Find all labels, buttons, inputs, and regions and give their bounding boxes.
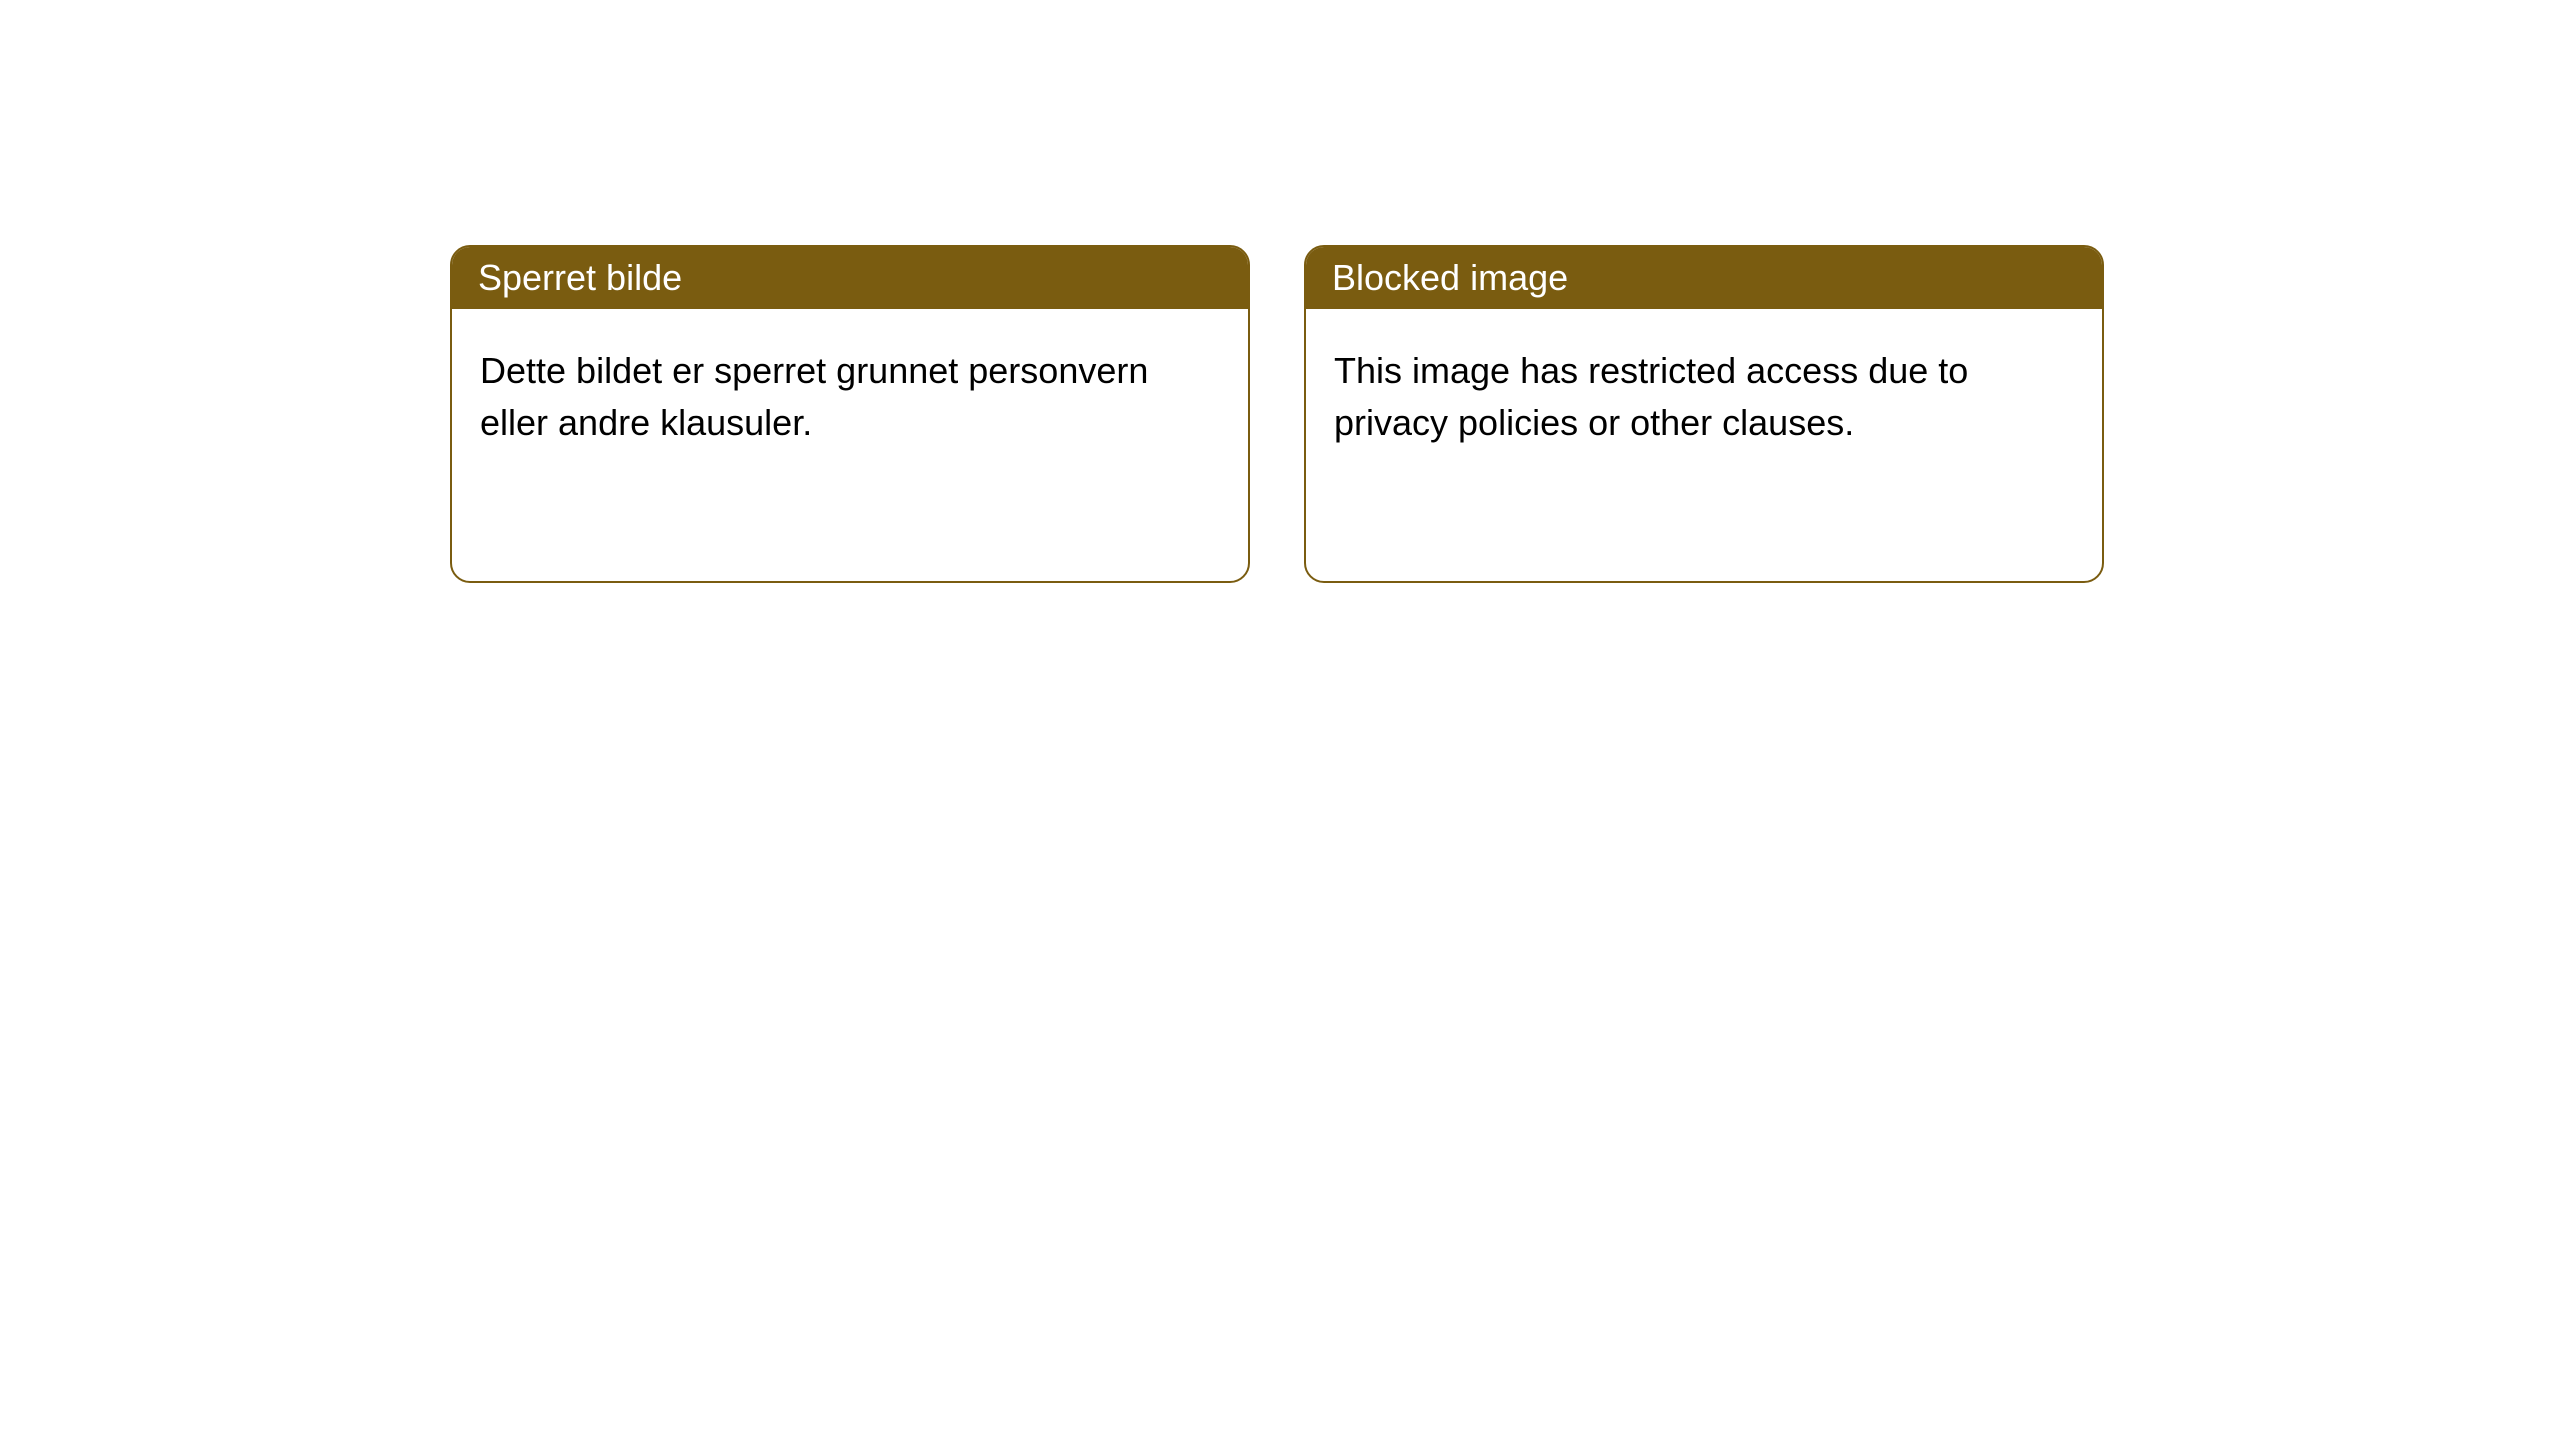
card-title: Blocked image: [1332, 257, 1568, 298]
blocked-image-card-en: Blocked image This image has restricted …: [1304, 245, 2104, 583]
card-title: Sperret bilde: [478, 257, 682, 298]
card-body: Dette bildet er sperret grunnet personve…: [452, 309, 1248, 485]
card-header: Blocked image: [1306, 247, 2102, 309]
card-body-text: This image has restricted access due to …: [1334, 350, 1968, 443]
cards-container: Sperret bilde Dette bildet er sperret gr…: [0, 0, 2560, 583]
card-header: Sperret bilde: [452, 247, 1248, 309]
card-body-text: Dette bildet er sperret grunnet personve…: [480, 350, 1148, 443]
card-body: This image has restricted access due to …: [1306, 309, 2102, 485]
blocked-image-card-no: Sperret bilde Dette bildet er sperret gr…: [450, 245, 1250, 583]
